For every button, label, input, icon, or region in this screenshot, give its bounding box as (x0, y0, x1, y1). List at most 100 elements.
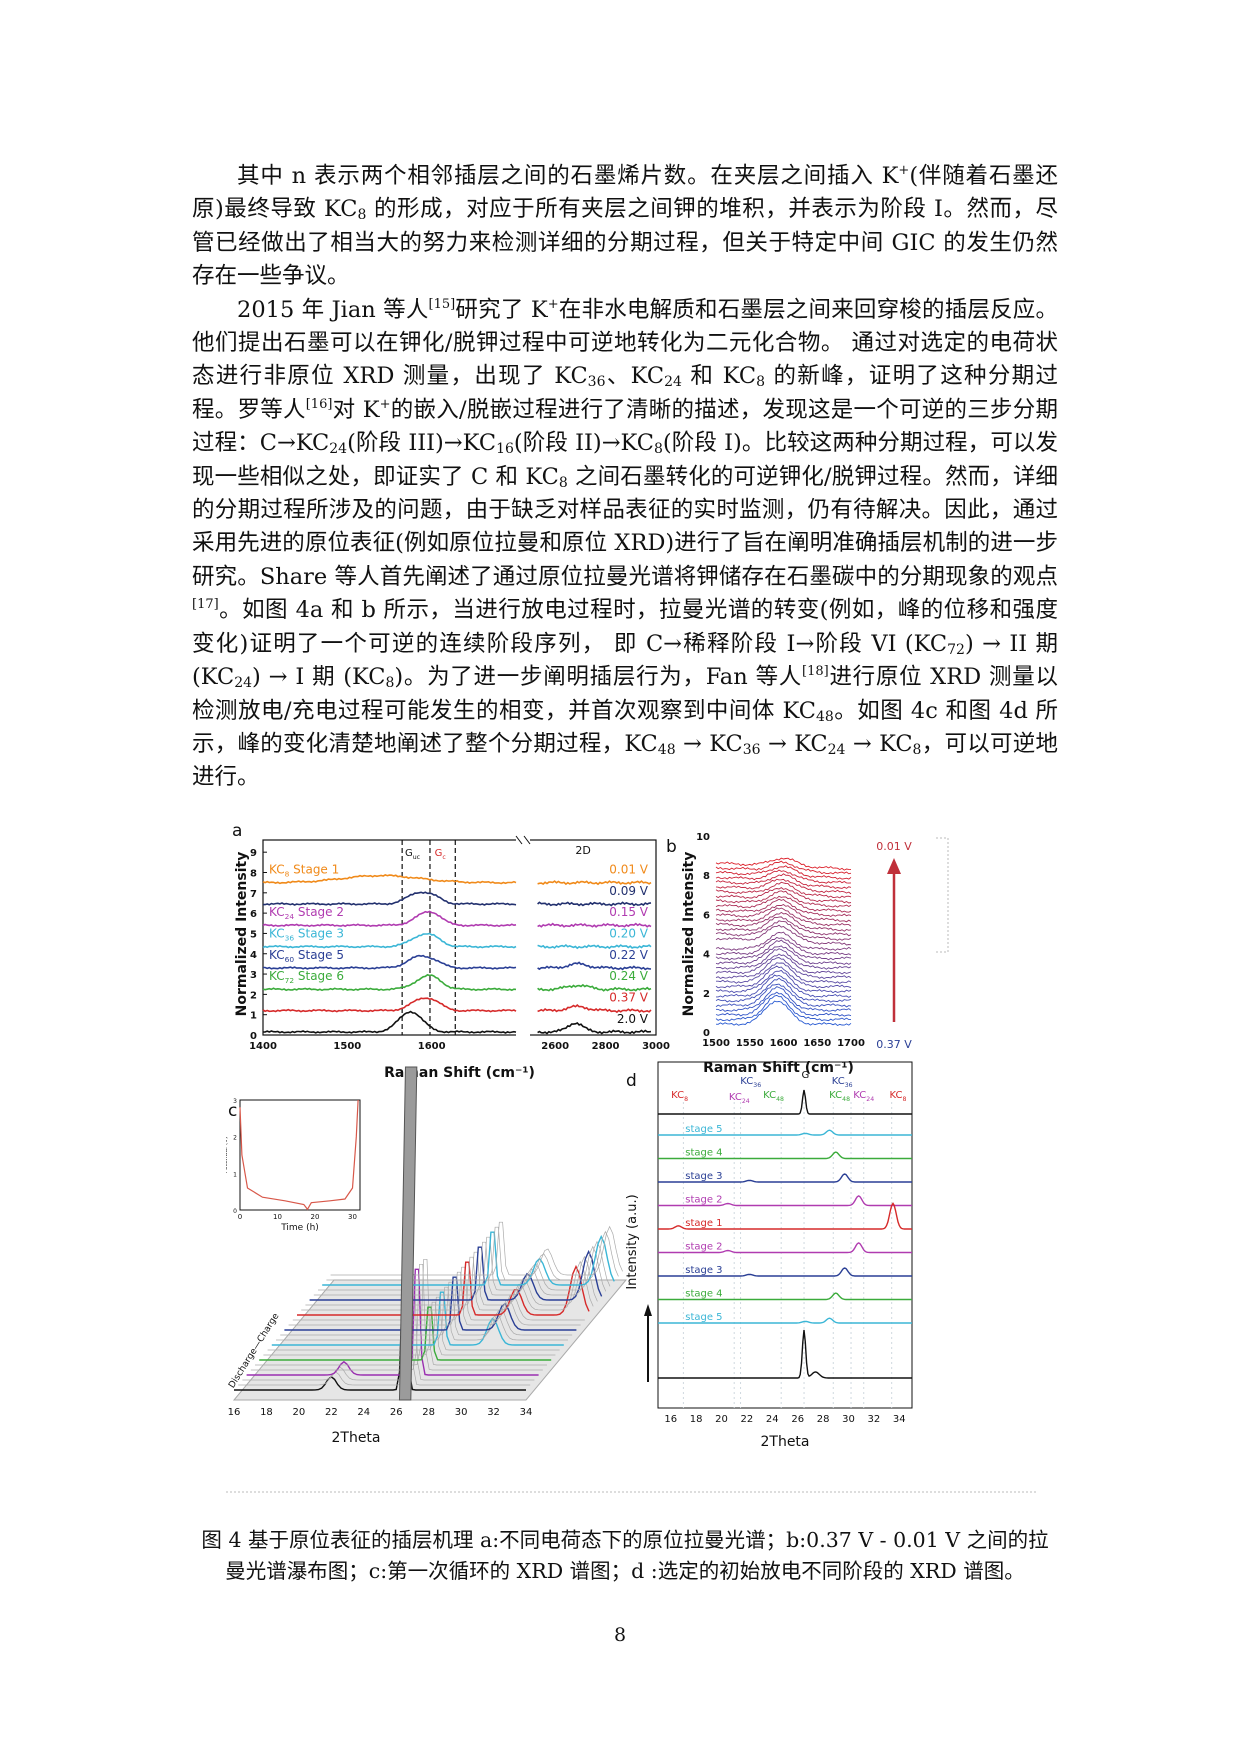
panel-c-pattern (292, 1266, 585, 1321)
panel-d-pattern (658, 1151, 912, 1160)
text-run: (阶段 III)→KC (347, 430, 497, 457)
panel-a-xtick-label: 2800 (592, 1041, 620, 1052)
text-run: + (547, 296, 559, 312)
panel-b-bottom-voltage: 0.37 V (876, 1038, 912, 1051)
panel-d-peak-label: KC36 (832, 1076, 853, 1089)
panel-b-spectrum (715, 895, 852, 913)
text-run: 的嵌入/脱嵌过程进行了清晰的描述，发现这是一个可逆的三步分期过程：C→KC (192, 396, 1058, 457)
panel-d-arrowhead (644, 1304, 652, 1316)
panel-b-ytick-label: 4 (703, 950, 710, 961)
panel-d-stage-label: stage 4 (685, 1148, 722, 1159)
panel-a-spectrum (262, 910, 517, 928)
panel-c-xtick-label: 28 (422, 1407, 435, 1418)
text-run: [16] (305, 396, 333, 412)
panel-b-spectrum (715, 907, 852, 927)
panel-a-stage-label: KC60 Stage 5 (269, 948, 344, 964)
text-run: [17] (192, 597, 219, 613)
panel-b-xtick-label: 1700 (837, 1038, 865, 1049)
text-run: 之间石墨转化的可逆钾化/脱钾过程。然而，详细的分期过程所涉及的问题，由于缺乏对样… (192, 463, 1059, 590)
text-run: [15] (428, 296, 456, 312)
panel-a-spectrum (263, 1010, 517, 1034)
text-run: 24 (329, 441, 348, 458)
panel-a-ytick-label: 9 (250, 848, 257, 859)
panel-c-label: c (228, 1101, 237, 1121)
panel-b-spectrum (715, 860, 852, 875)
panel-c-inset-ytick: 1 (233, 1171, 237, 1178)
panel-c-pattern (301, 1256, 594, 1311)
panel-a-stage-label: KC36 Stage 3 (269, 927, 344, 943)
panel-c-pattern (250, 1263, 543, 1371)
text-run: 8 (385, 675, 395, 692)
panel-c-xtick-label: 32 (487, 1407, 500, 1418)
panel-b-spectrum (715, 1000, 852, 1027)
panel-b-spectrum (715, 887, 852, 904)
text-run: 。如图 4a 和 b 所示，当进行放电过程时，拉曼光谱的转变(例如，峰的位移和强… (192, 597, 1058, 657)
text-run: 的新峰，证明了这种分期过程。罗等人 (192, 363, 1058, 423)
panel-c-inset-xtick: 0 (238, 1213, 242, 1221)
panel-d-peak-label: KC8 (890, 1090, 907, 1103)
panel-d-xtick-label: 32 (868, 1414, 881, 1425)
text-run: → KC (675, 730, 743, 757)
panel-c-pattern (326, 1226, 619, 1281)
panel-a-ytick-label: 1 (250, 1011, 257, 1022)
figure-4: a Normalized Intensity 0 1 2 3 4 5 6 7 8 9 1400 1500 1… (226, 822, 1036, 1514)
panel-a-ytick-label: 2 (250, 990, 257, 1001)
text-run: 的形成，对应于所有夹层之间钾的堆积，并表示为阶段 I。然而，尽管已经做出了相当大… (192, 196, 1058, 290)
panel-c-inset-ytick: 3 (233, 1098, 237, 1105)
panel-a-ytick-label: 3 (250, 970, 257, 981)
text-run: 8 (756, 374, 765, 391)
panel-a-spectrum (537, 1022, 652, 1035)
panel-d-xtick-label: 30 (842, 1414, 855, 1425)
panel-b-ytick-label: 6 (703, 910, 710, 921)
panel-a-xtick-label: 2600 (541, 1041, 569, 1052)
text-run: 其中 n 表示两个相邻插层之间的石墨烯片数。在夹层之间插入 K (237, 163, 899, 189)
text-run: 36 (587, 374, 606, 391)
panel-c-pattern (276, 1286, 568, 1341)
figure-caption: 图 4 基于原位表征的插层机理 a:不同电荷态下的原位拉曼光谱；b:0.37 V… (201, 1528, 1049, 1583)
panel-b-spectrum (715, 939, 852, 961)
panel-c-pattern (234, 1283, 526, 1391)
panel-a-xtick-label: 1600 (418, 1041, 446, 1052)
panel-b-spectrum (715, 986, 852, 1012)
panel-d-xtick-label: 18 (690, 1414, 703, 1425)
panel-d-stage-label: stage 3 (685, 1171, 722, 1182)
panel-d-xtick-label: 34 (893, 1414, 906, 1425)
panel-a-ytick-label: 0 (250, 1031, 257, 1042)
panel-b-bracket (936, 837, 949, 953)
panel-c-pattern (238, 1278, 531, 1386)
panel-a-guc-label: Guc (405, 848, 421, 861)
panel-c-inset-ylabel: Potential (V) (226, 1137, 229, 1174)
panel-c-pattern (305, 1251, 598, 1306)
panel-d-stage-label: stage 1 (685, 1218, 722, 1229)
panel-c-xtick-label: 26 (390, 1407, 403, 1418)
panel-a-xtick-label: 1400 (249, 1041, 277, 1052)
text-run: ) → II 期 (KC (192, 630, 1058, 691)
panel-b-spectrum (715, 948, 852, 970)
panel-b-spectrum (715, 994, 852, 1022)
panel-c-inset-ytick: 2 (233, 1135, 237, 1142)
panel-a-spectrum (537, 943, 652, 950)
panel-b-spectrum (715, 911, 852, 932)
panel-c-pattern (288, 1271, 581, 1326)
text-run: 48 (657, 741, 676, 758)
panel-a-xtick-label: 1500 (333, 1041, 361, 1052)
panel-c-xtick-label: 30 (455, 1407, 468, 1418)
panel-d-pattern (658, 1267, 912, 1277)
panel-d-frame (657, 1061, 913, 1409)
panel-c-pattern (284, 1276, 577, 1331)
panel-a-ytick-label: 7 (250, 889, 257, 900)
text-run: (阶段 I)。比较这两种分期过程，可以发现一些相似之处，即证实了 C 和 KC (192, 430, 1058, 490)
panel-c-inset-xlabel: Time (h) (280, 1223, 319, 1233)
panel-b-spectrum (715, 936, 852, 956)
panel-d-xlabel: 2Theta (760, 1434, 809, 1450)
text-run: 8 (558, 474, 568, 491)
panel-d-stage-label: stage 5 (685, 1124, 722, 1135)
panel-b-spectrum (715, 977, 852, 1003)
panel-c-pattern (297, 1261, 590, 1316)
panel-b-label: b (666, 837, 677, 857)
panel-b-xtick-label: 1550 (736, 1038, 764, 1049)
panel-b-spectrum (715, 924, 852, 946)
panel-d-xtick-label: 16 (664, 1414, 677, 1425)
panel-d-xtick-label: 20 (715, 1414, 728, 1425)
